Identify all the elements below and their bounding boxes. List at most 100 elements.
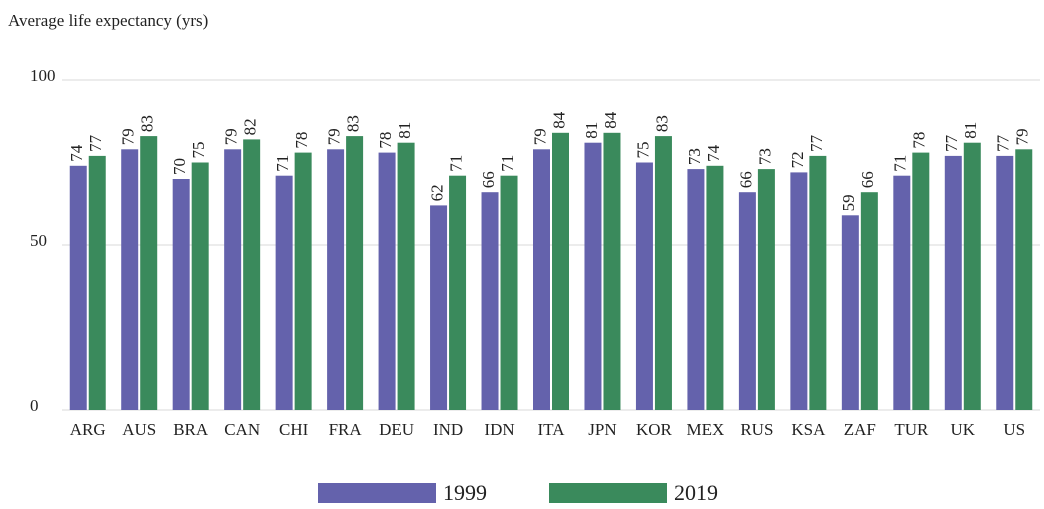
value-label: 66	[858, 171, 877, 188]
x-tick-label: BRA	[173, 420, 209, 439]
y-tick-label: 50	[30, 231, 47, 250]
bar	[294, 152, 312, 410]
bar	[687, 169, 705, 410]
bar	[224, 149, 242, 411]
bar	[378, 152, 396, 410]
value-label: 84	[601, 111, 620, 129]
value-label: 75	[189, 142, 208, 159]
x-tick-label: IND	[433, 420, 463, 439]
bar	[243, 139, 261, 410]
x-tick-label: AUS	[122, 420, 156, 439]
value-label: 84	[549, 111, 568, 129]
bar	[635, 162, 653, 410]
bar	[552, 132, 569, 411]
bar	[275, 175, 293, 410]
value-label: 71	[446, 155, 465, 172]
x-tick-label: RUS	[740, 420, 773, 439]
bar	[430, 205, 448, 410]
value-label: 73	[685, 148, 704, 165]
bar	[172, 179, 190, 410]
x-tick-label: TUR	[894, 420, 929, 439]
bar	[912, 152, 930, 410]
x-tick-label: ZAF	[844, 420, 876, 439]
value-label: 77	[86, 134, 105, 152]
value-label: 66	[736, 171, 755, 188]
value-label: 81	[395, 122, 414, 139]
bar	[88, 155, 106, 410]
value-label: 59	[839, 194, 858, 211]
bar	[121, 149, 139, 411]
legend-label: 2019	[674, 480, 718, 505]
value-label: 71	[891, 155, 910, 172]
x-tick-label: UK	[951, 420, 976, 439]
bar	[481, 192, 499, 410]
chart-title: Average life expectancy (yrs)	[8, 11, 208, 30]
bar	[654, 136, 672, 410]
value-label: 83	[138, 115, 157, 132]
bar	[584, 142, 602, 410]
value-label: 78	[910, 132, 929, 149]
value-label: 74	[67, 144, 86, 162]
legend-label: 1999	[443, 480, 487, 505]
value-label: 74	[704, 144, 723, 162]
x-tick-label: FRA	[329, 420, 363, 439]
value-label: 82	[241, 118, 260, 135]
value-label: 78	[376, 132, 395, 149]
bar	[706, 165, 724, 410]
value-label: 73	[755, 148, 774, 165]
value-label: 71	[498, 155, 517, 172]
value-label: 83	[652, 115, 671, 132]
bar	[603, 132, 621, 411]
bar	[449, 175, 467, 410]
value-label: 75	[633, 142, 652, 159]
legend-swatch	[549, 483, 667, 503]
y-tick-label: 100	[30, 66, 56, 85]
bar	[757, 169, 775, 410]
x-tick-label: ARG	[70, 420, 106, 439]
bar	[963, 142, 981, 410]
bar	[809, 155, 827, 410]
bar	[140, 136, 158, 410]
value-label: 62	[427, 184, 446, 201]
x-tick-label: KOR	[636, 420, 673, 439]
bar	[533, 149, 550, 411]
value-label: 77	[807, 134, 826, 152]
value-label: 78	[292, 132, 311, 149]
bar	[996, 155, 1014, 410]
x-tick-label: ITA	[538, 420, 566, 439]
bar	[191, 162, 209, 410]
value-label: 83	[344, 115, 363, 132]
bar	[790, 172, 808, 410]
bar	[860, 192, 878, 410]
value-label: 81	[961, 122, 980, 139]
bar	[893, 175, 911, 410]
value-label: 79	[530, 128, 549, 145]
x-tick-label: CHI	[279, 420, 309, 439]
value-label: 79	[325, 128, 344, 145]
x-tick-label: CAN	[224, 420, 260, 439]
x-tick-label: DEU	[379, 420, 414, 439]
x-tick-label: KSA	[791, 420, 826, 439]
value-label: 79	[119, 128, 138, 145]
bar	[500, 175, 518, 410]
bar	[397, 142, 415, 410]
bar	[69, 165, 87, 410]
bar	[1015, 149, 1033, 411]
bar	[841, 215, 859, 410]
value-label: 77	[942, 134, 961, 152]
value-label: 79	[222, 128, 241, 145]
bar	[738, 192, 756, 410]
value-label: 70	[170, 158, 189, 175]
bar	[944, 155, 962, 410]
value-label: 66	[479, 171, 498, 188]
value-label: 77	[994, 134, 1013, 152]
value-label: 71	[273, 155, 292, 172]
bar	[327, 149, 345, 411]
value-label: 81	[582, 122, 601, 139]
y-tick-label: 0	[30, 396, 39, 415]
x-tick-label: MEX	[687, 420, 725, 439]
x-tick-label: IDN	[484, 420, 514, 439]
legend-swatch	[318, 483, 436, 503]
